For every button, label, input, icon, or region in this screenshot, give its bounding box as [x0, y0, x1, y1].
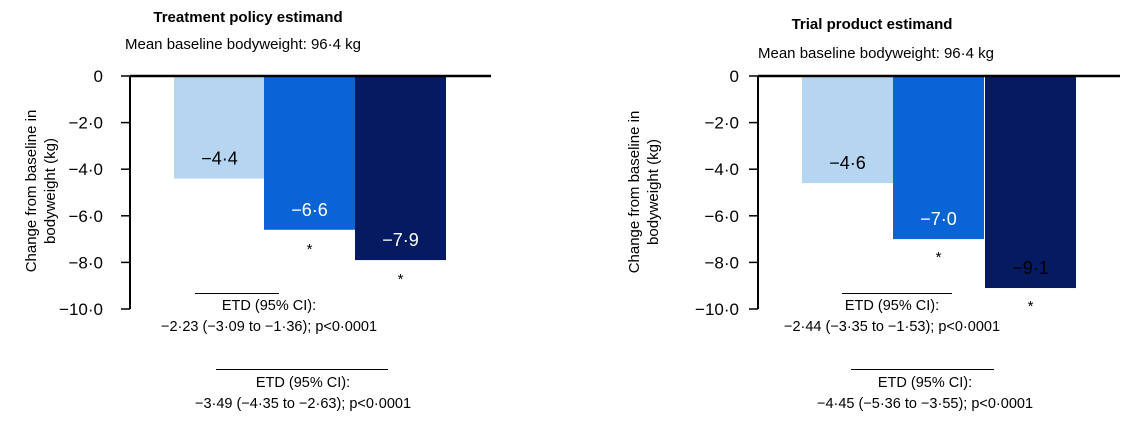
y-tick-label: −2·0	[705, 114, 740, 133]
y-axis-title: Change from baseline in bodyweight (kg)	[625, 111, 663, 274]
bar-chart-treatment-policy: 0 −2·0 −4·0 −6·0 −8·0 −10·0 −4·4 −6·6 * −7·9 *	[59, 67, 491, 319]
comparison-bracket-line	[216, 369, 388, 370]
comparison-bracket-line	[195, 293, 279, 294]
chart-title: Treatment policy estimand	[153, 9, 343, 26]
y-axis-title-line: Change from baseline in	[626, 110, 643, 274]
significance-star: *	[1028, 298, 1034, 315]
y-tick-label: −4·0	[69, 160, 104, 179]
comparison-etd-2: ETD (95% CI): −4·45 (−5·36 to −3·55); p<…	[817, 373, 1033, 415]
comparison-etd-1: ETD (95% CI): −2·44 (−3·35 to −1·53); p<…	[784, 296, 1000, 338]
bar	[985, 76, 1076, 289]
comparison-bracket-line	[851, 369, 994, 370]
etd-heading: ETD (95% CI):	[255, 375, 351, 391]
etd-detail: −2·44 (−3·35 to −1·53); p<0·0001	[783, 319, 1001, 335]
chart-panel-treatment-policy: 0 −2·0 −4·0 −6·0 −8·0 −10·0 −4·4 −6·6 * −7·9 * Tre…	[22, 9, 491, 415]
bar	[355, 76, 446, 261]
significance-star: *	[398, 271, 404, 288]
y-tick-label: −6·0	[69, 207, 104, 226]
bar-value-label: −7·0	[920, 209, 957, 229]
y-axis-title-line: bodyweight (kg)	[42, 138, 59, 244]
chart-title: Trial product estimand	[791, 16, 953, 33]
y-axis-title-line: Change from baseline in	[23, 109, 40, 273]
significance-star: *	[307, 241, 313, 258]
bar-value-label: −9·1	[1012, 258, 1049, 278]
comparison-bracket-line	[842, 293, 952, 294]
bar	[802, 76, 893, 184]
etd-heading: ETD (95% CI):	[221, 298, 317, 314]
bar	[174, 76, 265, 179]
significance-star: *	[936, 249, 942, 266]
comparison-etd-1: ETD (95% CI): −2·23 (−3·09 to −1·36); p<…	[161, 296, 377, 338]
comparison-etd-2: ETD (95% CI): −3·49 (−4·35 to −2·63); p<…	[195, 373, 411, 415]
etd-detail: −3·49 (−4·35 to −2·63); p<0·0001	[194, 396, 412, 412]
chart-subtitle: Mean baseline bodyweight: 96·4 kg	[125, 36, 361, 53]
chart-subtitle: Mean baseline bodyweight: 96·4 kg	[758, 45, 994, 62]
y-tick-label: 0	[94, 67, 103, 86]
etd-heading: ETD (95% CI):	[877, 375, 973, 391]
bar	[264, 76, 355, 230]
bar	[893, 76, 984, 240]
etd-heading: ETD (95% CI):	[844, 298, 940, 314]
y-tick-label: −6·0	[705, 207, 740, 226]
y-tick-label: −10·0	[695, 300, 739, 319]
chart-panel-trial-product: 0 −2·0 −4·0 −6·0 −8·0 −10·0 −4·6 −7·0 * −9·1 * Tri…	[561, 0, 1122, 430]
y-tick-label: −2·0	[69, 114, 104, 133]
y-axis-title-line: bodyweight (kg)	[645, 139, 662, 245]
bar-chart-trial-product: 0 −2·0 −4·0 −6·0 −8·0 −10·0 −4·6 −7·0 * −9·1 *	[695, 67, 1120, 319]
y-axis-title: Change from baseline in bodyweight (kg)	[22, 110, 60, 273]
bar-value-label: −6·6	[291, 200, 328, 220]
bar-value-label: −7·9	[382, 230, 419, 250]
y-tick-label: −10·0	[59, 300, 103, 319]
etd-detail: −4·45 (−5·36 to −3·55); p<0·0001	[816, 396, 1034, 412]
bar-value-label: −4·4	[201, 149, 238, 169]
etd-detail: −2·23 (−3·09 to −1·36); p<0·0001	[160, 319, 378, 335]
y-tick-label: 0	[730, 67, 739, 86]
bar-value-label: −4·6	[829, 153, 866, 173]
y-tick-label: −8·0	[705, 253, 740, 272]
y-tick-label: −4·0	[705, 160, 740, 179]
y-tick-label: −8·0	[69, 253, 104, 272]
